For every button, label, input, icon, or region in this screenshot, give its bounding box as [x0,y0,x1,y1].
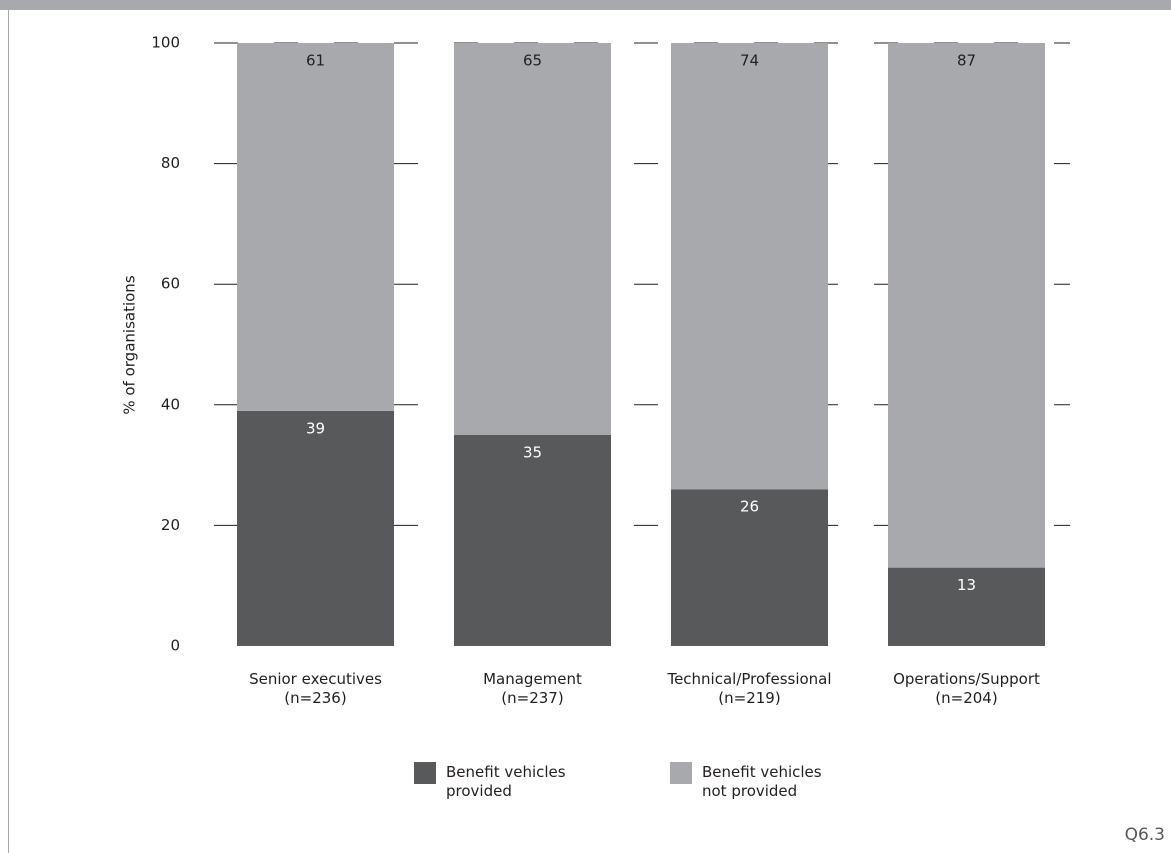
value-label: 26 [740,498,759,516]
value-label: 65 [523,52,542,70]
bar-segment [671,43,828,490]
bar-segment [671,489,828,646]
value-label: 39 [306,419,325,437]
legend-label: Benefit vehicles provided [446,763,566,800]
x-tick-label: Operations/Support (n=204) [893,670,1040,707]
x-tick-label: Technical/Professional (n=219) [667,670,832,707]
bar-segment [454,43,611,435]
value-label: 61 [306,52,325,70]
y-tick-label: 100 [151,34,180,52]
bar-segment [888,567,1045,646]
figure-id: Q6.3 [1125,825,1165,845]
value-label: 74 [740,52,759,70]
y-tick-label: 80 [161,154,180,172]
y-tick-label: 40 [161,395,180,413]
top-band [0,0,1171,10]
legend-swatch [414,762,436,784]
y-tick-label: 60 [161,275,180,293]
x-tick-label: Senior executives (n=236) [249,670,382,707]
bar-segment [888,43,1045,568]
legend-label: Benefit vehicles not provided [702,763,822,800]
bar-segment [237,410,394,646]
value-label: 87 [957,52,976,70]
value-label: 35 [523,443,542,461]
value-label: 13 [957,576,976,594]
bar-segment [454,434,611,646]
y-axis-label: % of organisations [121,275,139,414]
legend-swatch [670,762,692,784]
y-tick-label: 20 [161,516,180,534]
bar-segment [237,43,394,411]
x-tick-label: Management (n=237) [483,670,582,707]
y-tick-label: 0 [170,637,180,655]
